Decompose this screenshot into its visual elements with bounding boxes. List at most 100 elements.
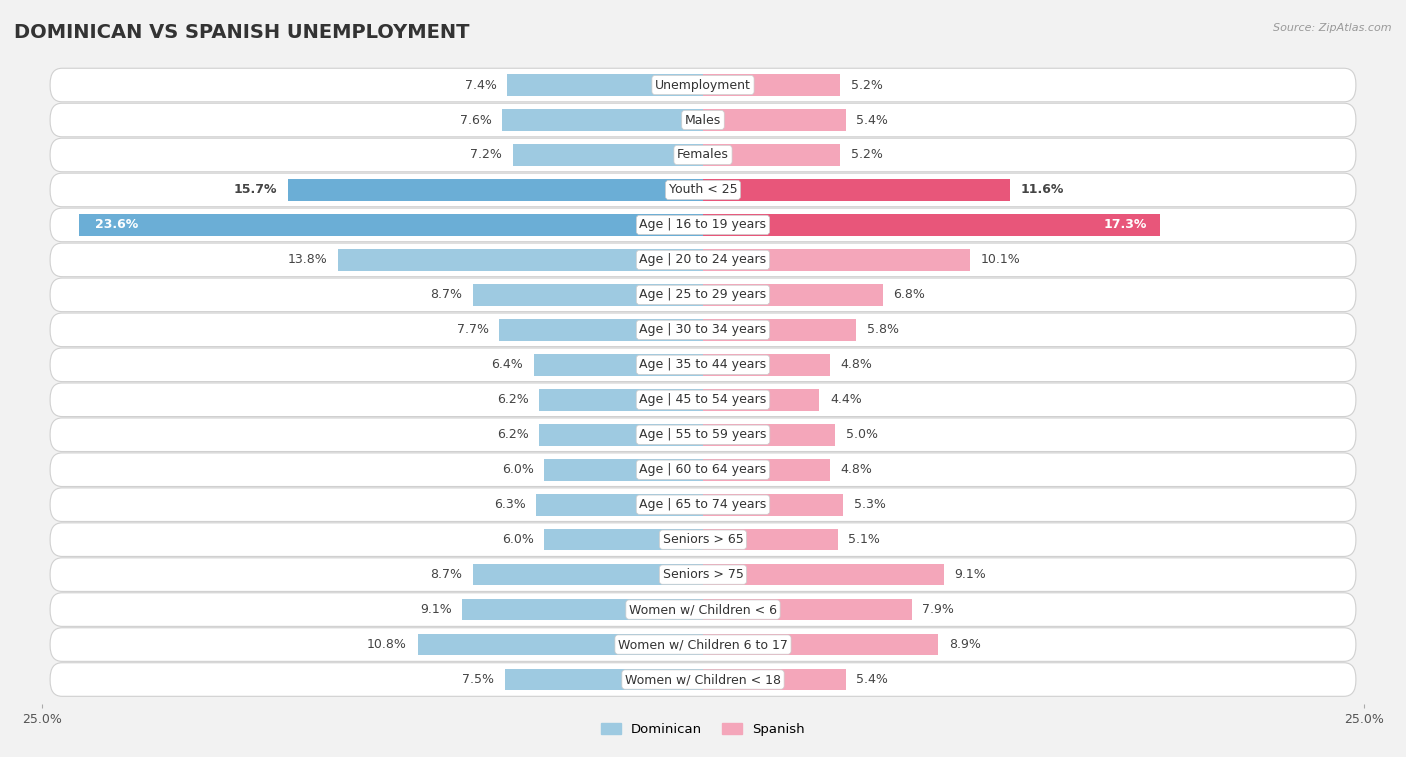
FancyBboxPatch shape — [51, 628, 1355, 662]
Bar — [499, 319, 703, 341]
Bar — [544, 459, 703, 481]
Bar — [703, 668, 846, 690]
Text: Source: ZipAtlas.com: Source: ZipAtlas.com — [1274, 23, 1392, 33]
Bar — [703, 529, 838, 550]
Bar — [703, 109, 846, 131]
Bar — [288, 179, 703, 201]
Bar — [508, 74, 703, 96]
Text: 8.9%: 8.9% — [949, 638, 981, 651]
FancyBboxPatch shape — [51, 139, 1355, 172]
FancyBboxPatch shape — [51, 523, 1355, 556]
Bar — [505, 668, 703, 690]
Text: 17.3%: 17.3% — [1104, 219, 1147, 232]
Bar — [703, 319, 856, 341]
FancyBboxPatch shape — [51, 558, 1355, 591]
Text: Unemployment: Unemployment — [655, 79, 751, 92]
Text: 8.7%: 8.7% — [430, 288, 463, 301]
Bar — [339, 249, 703, 271]
Text: 6.3%: 6.3% — [494, 498, 526, 511]
Text: 10.1%: 10.1% — [980, 254, 1021, 266]
Text: 5.8%: 5.8% — [868, 323, 898, 336]
Text: 15.7%: 15.7% — [233, 183, 277, 197]
Text: 6.8%: 6.8% — [893, 288, 925, 301]
Text: Age | 55 to 59 years: Age | 55 to 59 years — [640, 428, 766, 441]
FancyBboxPatch shape — [51, 348, 1355, 382]
Text: 7.4%: 7.4% — [465, 79, 496, 92]
Bar — [513, 144, 703, 166]
Text: DOMINICAN VS SPANISH UNEMPLOYMENT: DOMINICAN VS SPANISH UNEMPLOYMENT — [14, 23, 470, 42]
FancyBboxPatch shape — [51, 383, 1355, 416]
Bar — [537, 494, 703, 516]
Bar — [502, 109, 703, 131]
Text: 10.8%: 10.8% — [367, 638, 406, 651]
Text: 9.1%: 9.1% — [955, 568, 986, 581]
Bar — [703, 74, 841, 96]
Text: 7.9%: 7.9% — [922, 603, 955, 616]
Text: 4.4%: 4.4% — [830, 394, 862, 407]
Bar — [703, 459, 830, 481]
Bar — [703, 214, 1160, 235]
FancyBboxPatch shape — [51, 103, 1355, 137]
Text: Males: Males — [685, 114, 721, 126]
Bar — [703, 144, 841, 166]
FancyBboxPatch shape — [51, 243, 1355, 276]
Text: 9.1%: 9.1% — [420, 603, 451, 616]
Text: Age | 65 to 74 years: Age | 65 to 74 years — [640, 498, 766, 511]
Text: 23.6%: 23.6% — [96, 219, 138, 232]
Text: 6.2%: 6.2% — [496, 428, 529, 441]
Bar — [538, 424, 703, 446]
Bar — [703, 354, 830, 375]
Bar — [463, 599, 703, 621]
Text: Women w/ Children 6 to 17: Women w/ Children 6 to 17 — [619, 638, 787, 651]
Bar — [703, 389, 820, 410]
FancyBboxPatch shape — [51, 208, 1355, 241]
Text: Females: Females — [678, 148, 728, 161]
Text: 4.8%: 4.8% — [841, 463, 872, 476]
Bar — [703, 599, 912, 621]
Text: Age | 16 to 19 years: Age | 16 to 19 years — [640, 219, 766, 232]
Text: Seniors > 75: Seniors > 75 — [662, 568, 744, 581]
Text: 5.0%: 5.0% — [846, 428, 877, 441]
Bar — [703, 179, 1010, 201]
Text: 7.2%: 7.2% — [470, 148, 502, 161]
Bar — [703, 249, 970, 271]
Text: Age | 45 to 54 years: Age | 45 to 54 years — [640, 394, 766, 407]
Text: Seniors > 65: Seniors > 65 — [662, 533, 744, 546]
Text: 6.0%: 6.0% — [502, 463, 534, 476]
Text: 5.3%: 5.3% — [853, 498, 886, 511]
FancyBboxPatch shape — [51, 593, 1355, 626]
FancyBboxPatch shape — [51, 68, 1355, 102]
Text: 11.6%: 11.6% — [1021, 183, 1063, 197]
FancyBboxPatch shape — [51, 278, 1355, 312]
Bar — [472, 284, 703, 306]
FancyBboxPatch shape — [51, 488, 1355, 522]
FancyBboxPatch shape — [51, 453, 1355, 487]
FancyBboxPatch shape — [51, 313, 1355, 347]
Text: Age | 60 to 64 years: Age | 60 to 64 years — [640, 463, 766, 476]
Text: Women w/ Children < 18: Women w/ Children < 18 — [626, 673, 780, 686]
Text: 7.6%: 7.6% — [460, 114, 492, 126]
Bar — [544, 529, 703, 550]
Text: Youth < 25: Youth < 25 — [669, 183, 737, 197]
Text: Women w/ Children < 6: Women w/ Children < 6 — [628, 603, 778, 616]
Bar — [472, 564, 703, 585]
Text: 7.7%: 7.7% — [457, 323, 489, 336]
Text: 13.8%: 13.8% — [288, 254, 328, 266]
Text: Age | 30 to 34 years: Age | 30 to 34 years — [640, 323, 766, 336]
Legend: Dominican, Spanish: Dominican, Spanish — [595, 716, 811, 743]
Text: 6.2%: 6.2% — [496, 394, 529, 407]
Text: 8.7%: 8.7% — [430, 568, 463, 581]
Text: 4.8%: 4.8% — [841, 358, 872, 371]
Bar — [703, 634, 938, 656]
Bar — [703, 494, 844, 516]
FancyBboxPatch shape — [51, 662, 1355, 696]
Text: 7.5%: 7.5% — [463, 673, 494, 686]
Text: Age | 25 to 29 years: Age | 25 to 29 years — [640, 288, 766, 301]
Bar — [703, 564, 943, 585]
Bar — [418, 634, 703, 656]
Text: 6.4%: 6.4% — [492, 358, 523, 371]
Text: 5.2%: 5.2% — [851, 148, 883, 161]
Bar — [534, 354, 703, 375]
Text: Age | 20 to 24 years: Age | 20 to 24 years — [640, 254, 766, 266]
Text: 5.4%: 5.4% — [856, 114, 889, 126]
